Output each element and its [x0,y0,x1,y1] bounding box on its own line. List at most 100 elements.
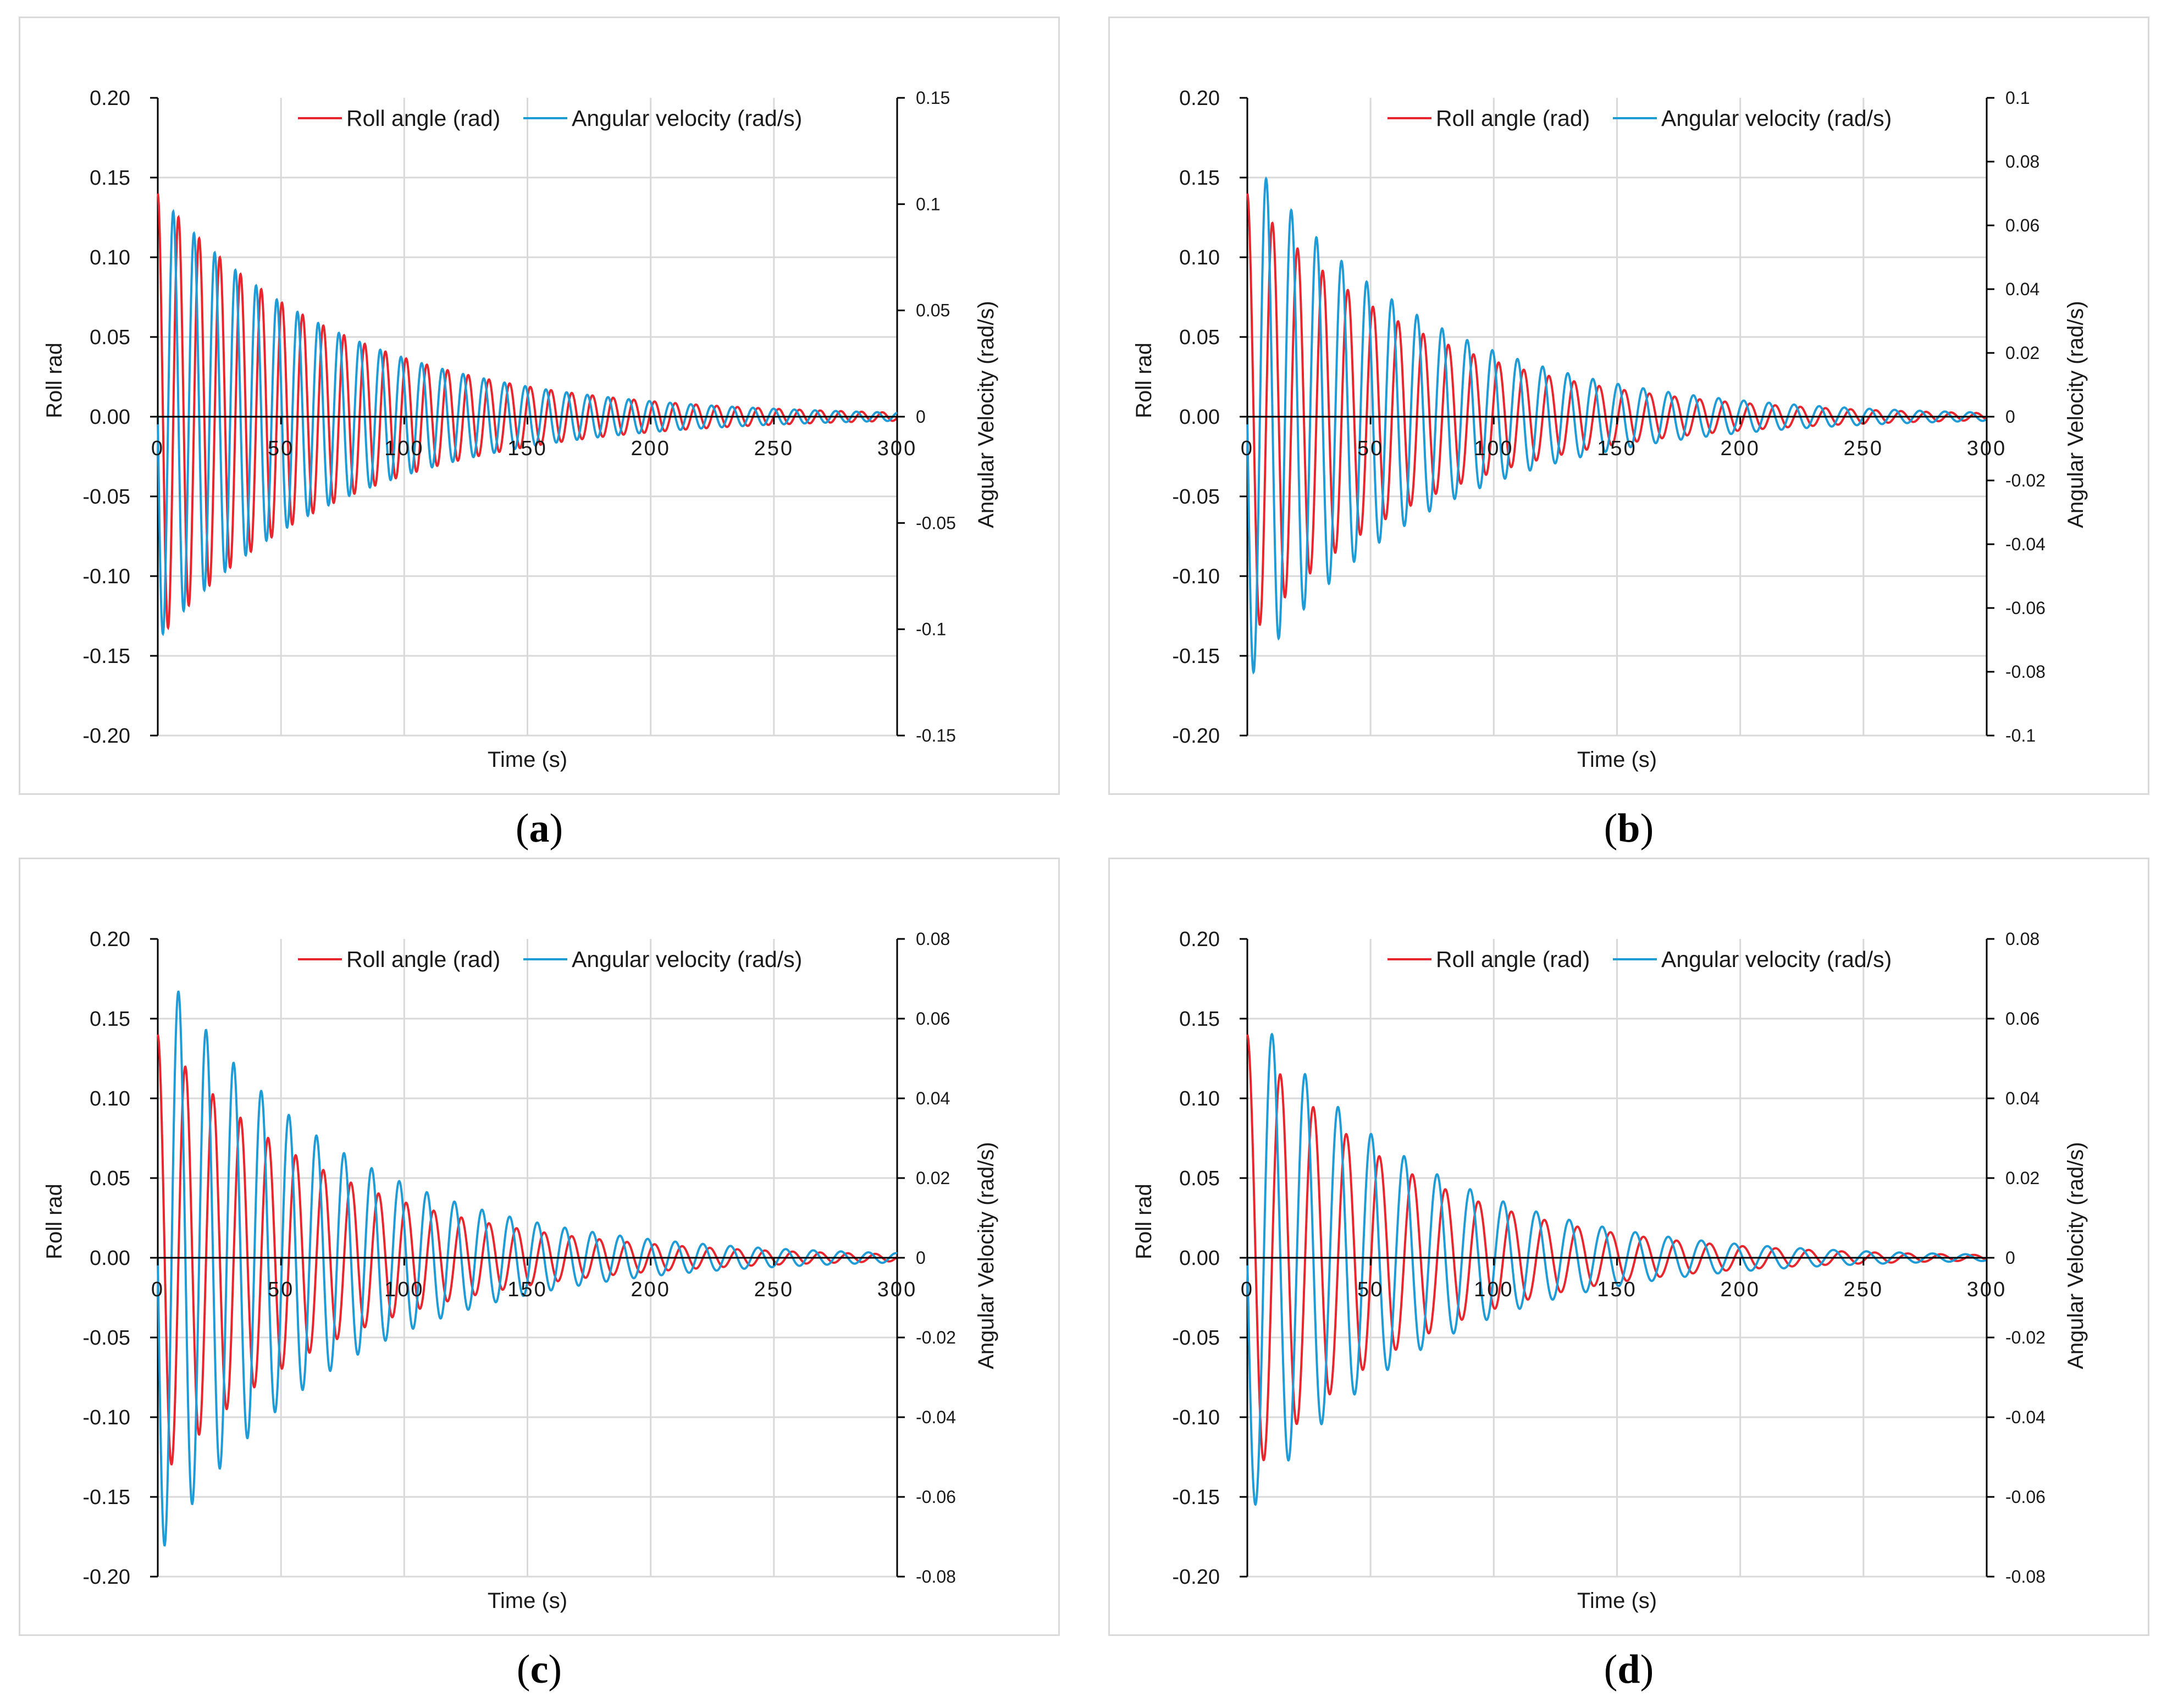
y-tick-label-c-7: -0.15 [82,1486,130,1509]
x-tick-label-c-2: 100 [384,1278,424,1301]
legend-label-roll-b: Roll angle (rad) [1436,106,1590,131]
y2-tick-label-b-3: 0.04 [2005,279,2039,299]
y2-tick-label-b-7: -0.04 [2005,534,2046,554]
y2-tick-label-a-3: 0 [916,407,926,427]
x-tick-label-b-3: 150 [1597,437,1637,460]
x-tick-label-a-5: 250 [754,437,794,460]
y2-tick-label-d-0: 0.08 [2005,929,2039,949]
y-tick-label-d-8: -0.20 [1172,1566,1220,1589]
y2-tick-label-d-4: 0 [2005,1248,2015,1268]
y-tick-label-b-4: 0.00 [1179,406,1220,429]
x-tick-label-b-5: 250 [1844,437,1883,460]
x-axis-title-d: Time (s) [1577,1589,1657,1613]
y-tick-label-a-7: -0.15 [82,645,130,668]
y2-tick-label-c-5: -0.02 [916,1328,956,1347]
y2-tick-label-a-0: 0.15 [916,88,950,108]
y-tick-label-c-6: -0.10 [82,1406,130,1429]
x-tick-label-d-6: 300 [1967,1278,2006,1301]
charts-canvas: 0.200.150.100.050.00-0.05-0.10-0.15-0.20… [0,0,2167,1708]
x-tick-label-a-2: 100 [384,437,424,460]
y2-tick-label-d-2: 0.04 [2005,1088,2039,1108]
x-tick-label-d-2: 100 [1474,1278,1513,1301]
legend-label-omega-a: Angular velocity (rad/s) [572,106,802,131]
x-tick-label-a-6: 300 [877,437,917,460]
x-tick-label-c-1: 50 [268,1278,294,1301]
y2-tick-label-d-8: -0.08 [2005,1567,2046,1587]
legend-label-omega-b: Angular velocity (rad/s) [1661,106,1892,131]
y2-tick-label-b-4: 0.02 [2005,343,2039,363]
y2-tick-label-c-7: -0.06 [916,1487,956,1507]
y2-tick-label-c-3: 0.02 [916,1168,950,1188]
y2-tick-label-a-1: 0.1 [916,194,940,214]
y-tick-label-c-3: 0.05 [90,1167,130,1190]
y-tick-label-d-3: 0.05 [1179,1167,1220,1190]
y2-tick-label-d-3: 0.02 [2005,1168,2039,1188]
x-axis-title-b: Time (s) [1577,748,1657,772]
x-tick-label-a-4: 200 [631,437,670,460]
x-tick-label-d-5: 250 [1844,1278,1883,1301]
y-tick-label-b-5: -0.05 [1172,485,1220,508]
x-tick-label-b-6: 300 [1967,437,2006,460]
y-tick-label-b-8: -0.20 [1172,725,1220,748]
x-tick-label-d-0: 0 [1241,1278,1254,1301]
y-tick-label-d-2: 0.10 [1179,1087,1220,1110]
x-tick-label-a-3: 150 [507,437,547,460]
y2-tick-label-b-8: -0.06 [2005,598,2046,618]
legend-label-roll-a: Roll angle (rad) [346,106,500,131]
y-axis-title-left-b: Roll rad [1132,342,1156,418]
x-tick-label-b-4: 200 [1720,437,1760,460]
y2-tick-label-c-0: 0.08 [916,929,950,949]
x-tick-label-a-1: 50 [268,437,294,460]
y2-tick-label-c-4: 0 [916,1248,926,1268]
y-axis-title-right-d: Angular Velocity (rad/s) [2064,1142,2088,1369]
y-tick-label-b-2: 0.10 [1179,246,1220,269]
legend-label-omega-c: Angular velocity (rad/s) [572,947,802,972]
y2-tick-label-c-1: 0.06 [916,1009,950,1029]
x-tick-label-d-4: 200 [1720,1278,1760,1301]
y2-tick-label-a-5: -0.1 [916,620,946,639]
y2-tick-label-b-5: 0 [2005,407,2015,427]
y2-tick-label-d-1: 0.06 [2005,1009,2039,1029]
y-tick-label-d-6: -0.10 [1172,1406,1220,1429]
y-tick-label-a-4: 0.00 [90,406,130,429]
y-axis-title-left-d: Roll rad [1132,1184,1156,1259]
y-tick-label-b-0: 0.20 [1179,87,1220,110]
x-tick-label-c-6: 300 [877,1278,917,1301]
y-tick-label-d-1: 0.15 [1179,1008,1220,1031]
legend-label-roll-c: Roll angle (rad) [346,947,500,972]
legend-label-roll-d: Roll angle (rad) [1436,947,1590,972]
y-tick-label-d-0: 0.20 [1179,928,1220,951]
y2-tick-label-c-6: -0.04 [916,1407,956,1427]
y-tick-label-a-6: -0.10 [82,565,130,588]
x-tick-label-b-1: 50 [1357,437,1384,460]
x-tick-label-c-3: 150 [507,1278,547,1301]
y-tick-label-b-6: -0.10 [1172,565,1220,588]
y2-tick-label-b-1: 0.08 [2005,152,2039,172]
y2-tick-label-b-2: 0.06 [2005,215,2039,235]
y2-tick-label-c-2: 0.04 [916,1088,950,1108]
y-tick-label-d-5: -0.05 [1172,1326,1220,1350]
y-axis-title-right-b: Angular Velocity (rad/s) [2064,301,2088,528]
y-tick-label-c-2: 0.10 [90,1087,130,1110]
y2-tick-label-b-10: -0.1 [2005,726,2036,745]
y-tick-label-d-7: -0.15 [1172,1486,1220,1509]
y2-tick-label-d-5: -0.02 [2005,1328,2046,1347]
y-axis-title-right-a: Angular Velocity (rad/s) [974,301,998,528]
y-tick-label-b-1: 0.15 [1179,167,1220,190]
x-axis-title-c: Time (s) [488,1589,567,1613]
x-tick-label-a-0: 0 [151,437,164,460]
y-tick-label-c-5: -0.05 [82,1326,130,1350]
y2-tick-label-a-6: -0.15 [916,726,956,745]
x-tick-label-d-1: 50 [1357,1278,1384,1301]
y-tick-label-b-3: 0.05 [1179,326,1220,349]
y2-tick-label-c-8: -0.08 [916,1567,956,1587]
y-axis-title-right-c: Angular Velocity (rad/s) [974,1142,998,1369]
y-tick-label-a-2: 0.10 [90,246,130,269]
y2-tick-label-d-6: -0.04 [2005,1407,2046,1427]
x-tick-label-b-2: 100 [1474,437,1513,460]
y-tick-label-a-3: 0.05 [90,326,130,349]
x-tick-label-d-3: 150 [1597,1278,1637,1301]
x-tick-label-c-4: 200 [631,1278,670,1301]
y2-tick-label-b-6: -0.02 [2005,471,2046,490]
y-tick-label-a-5: -0.05 [82,485,130,508]
